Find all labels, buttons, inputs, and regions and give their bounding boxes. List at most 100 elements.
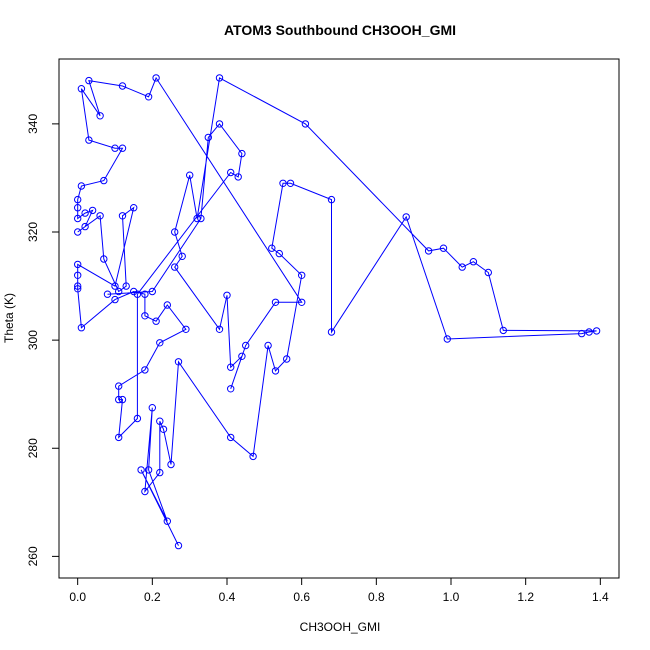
series-layer bbox=[74, 74, 601, 550]
data-point bbox=[77, 324, 86, 332]
data-point bbox=[74, 285, 82, 293]
data-point bbox=[103, 290, 112, 298]
data-point bbox=[111, 282, 119, 290]
data-point bbox=[499, 326, 507, 335]
data-point bbox=[77, 182, 86, 190]
data-point bbox=[122, 282, 130, 290]
data-point bbox=[186, 171, 194, 179]
data-point bbox=[100, 176, 108, 185]
data-point bbox=[167, 460, 175, 469]
x-axis-label: CH3OOH_GMI bbox=[300, 620, 381, 634]
data-point bbox=[148, 404, 157, 412]
data-point bbox=[178, 252, 186, 260]
x-tick-label: 1.4 bbox=[592, 590, 609, 604]
data-point bbox=[578, 329, 586, 338]
data-point bbox=[152, 74, 160, 82]
data-point bbox=[227, 363, 235, 371]
chart-title: ATOM3 Southbound CH3OOH_GMI bbox=[224, 22, 456, 38]
y-tick-label: 280 bbox=[26, 438, 40, 458]
y-axis: 260 280 300 320 340 bbox=[26, 114, 60, 566]
data-point bbox=[182, 325, 190, 333]
data-point bbox=[275, 249, 283, 258]
x-tick-label: 0.4 bbox=[219, 590, 236, 604]
x-tick-label: 1.2 bbox=[517, 590, 534, 604]
data-point bbox=[215, 74, 224, 82]
data-point bbox=[152, 317, 160, 325]
data-point bbox=[111, 144, 119, 152]
data-point bbox=[130, 204, 138, 212]
data-point bbox=[159, 425, 168, 433]
series-line bbox=[77, 76, 597, 546]
x-tick-label: 0.2 bbox=[144, 590, 161, 604]
data-point bbox=[74, 282, 82, 290]
data-point bbox=[148, 287, 157, 296]
data-point bbox=[193, 214, 201, 223]
data-point bbox=[163, 301, 172, 309]
data-point bbox=[118, 144, 127, 152]
data-point bbox=[279, 179, 287, 188]
data-point bbox=[144, 466, 153, 474]
data-point bbox=[458, 263, 466, 271]
data-point bbox=[215, 120, 224, 128]
data-point bbox=[144, 93, 153, 101]
y-tick-label: 260 bbox=[26, 546, 40, 566]
data-point bbox=[242, 341, 250, 350]
data-point bbox=[156, 468, 164, 477]
data-point bbox=[174, 358, 183, 366]
data-point bbox=[141, 487, 149, 496]
data-point bbox=[115, 395, 123, 404]
data-point bbox=[327, 195, 336, 204]
data-point bbox=[227, 168, 235, 177]
data-point bbox=[133, 290, 142, 298]
data-point bbox=[74, 214, 82, 223]
data-point bbox=[238, 352, 246, 360]
data-point bbox=[286, 179, 295, 188]
data-point bbox=[74, 260, 82, 269]
data-point bbox=[100, 255, 108, 263]
data-point bbox=[223, 291, 231, 299]
data-point bbox=[74, 204, 82, 212]
data-point bbox=[298, 271, 306, 279]
x-tick-label: 1.0 bbox=[443, 590, 460, 604]
data-point bbox=[115, 287, 123, 296]
data-point bbox=[443, 335, 451, 343]
data-point bbox=[156, 339, 164, 347]
data-point bbox=[585, 328, 593, 336]
data-point bbox=[227, 385, 235, 393]
data-point bbox=[81, 222, 89, 231]
data-point bbox=[115, 382, 123, 390]
data-point bbox=[115, 433, 123, 442]
data-point bbox=[163, 517, 172, 525]
data-point bbox=[141, 312, 149, 320]
data-point bbox=[424, 247, 433, 255]
data-point bbox=[111, 295, 119, 304]
data-point bbox=[118, 395, 127, 404]
data-point bbox=[96, 212, 104, 220]
data-point bbox=[469, 258, 478, 266]
data-point bbox=[141, 290, 149, 298]
data-point bbox=[264, 341, 272, 350]
data-point bbox=[74, 271, 82, 279]
y-tick-label: 320 bbox=[26, 222, 40, 242]
data-point bbox=[171, 263, 179, 271]
data-point bbox=[249, 452, 257, 461]
data-point bbox=[81, 209, 89, 217]
data-point bbox=[484, 268, 492, 277]
data-point bbox=[197, 214, 205, 223]
y-tick-label: 340 bbox=[26, 114, 40, 134]
data-point bbox=[74, 195, 82, 204]
data-point bbox=[88, 206, 97, 215]
data-point bbox=[156, 417, 164, 425]
data-point bbox=[133, 414, 142, 423]
data-point bbox=[204, 133, 213, 142]
data-point bbox=[402, 213, 410, 221]
data-point bbox=[439, 244, 448, 252]
y-axis-label: Theta (K) bbox=[2, 293, 16, 343]
data-point bbox=[85, 136, 93, 144]
data-point bbox=[118, 82, 127, 90]
data-point bbox=[74, 228, 82, 236]
data-point bbox=[238, 149, 246, 158]
x-axis: 0.0 0.2 0.4 0.6 0.8 1.0 1.2 1.4 bbox=[69, 577, 609, 604]
data-point bbox=[327, 328, 336, 336]
data-point bbox=[298, 298, 306, 306]
